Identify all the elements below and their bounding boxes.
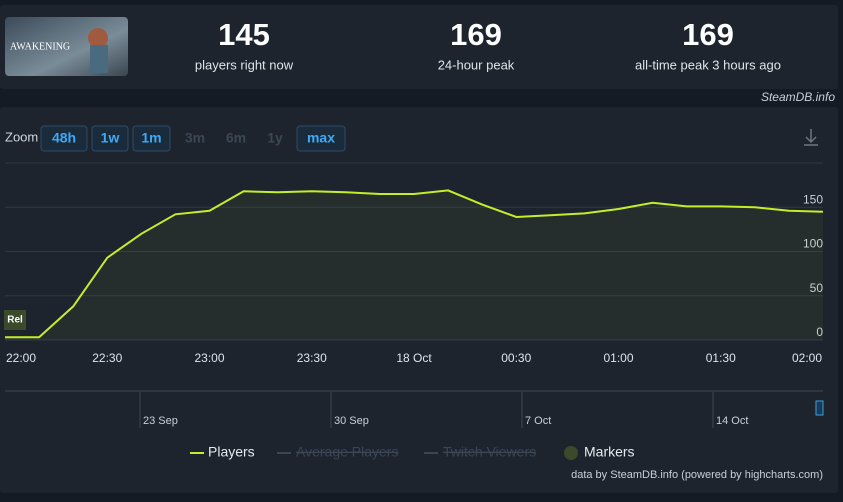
- y-tick-label: 150: [803, 192, 823, 206]
- navigator-label: 7 Oct: [525, 415, 551, 427]
- navigator-label: 30 Sep: [334, 415, 369, 427]
- marker-flag-label[interactable]: Rel: [7, 315, 23, 326]
- navigator-handle[interactable]: [815, 400, 824, 416]
- zoom-button-label: 1y: [267, 130, 283, 146]
- stat-value: 145: [218, 17, 270, 52]
- x-tick-label: 01:30: [706, 351, 736, 365]
- y-tick-label: 50: [810, 281, 824, 295]
- x-tick-label: 23:30: [297, 351, 327, 365]
- chart-panel: [0, 107, 838, 493]
- legend-swatch[interactable]: [564, 446, 578, 460]
- credits[interactable]: data by SteamDB.info (powered by highcha…: [571, 469, 823, 481]
- x-tick-label: 18 Oct: [396, 351, 432, 365]
- zoom-button-label: 6m: [226, 130, 246, 146]
- zoom-button[interactable]: [296, 125, 346, 152]
- stat-label: players right now: [195, 57, 294, 72]
- zoom-button-label[interactable]: 48h: [52, 130, 76, 146]
- marker-flag[interactable]: [4, 310, 26, 330]
- legend-label[interactable]: Twitch Viewers: [443, 444, 536, 460]
- x-tick-label: 23:00: [194, 351, 224, 365]
- series-area: [5, 190, 823, 340]
- x-tick-label: 22:00: [6, 351, 36, 365]
- image-figure: [90, 45, 108, 73]
- zoom-label: Zoom: [5, 129, 38, 144]
- y-tick-label: 0: [816, 325, 823, 339]
- stat-label: all-time peak 3 hours ago: [635, 57, 781, 72]
- x-tick-label: 01:00: [603, 351, 633, 365]
- zoom-button-label[interactable]: 1m: [141, 130, 161, 146]
- zoom-button-label[interactable]: 1w: [101, 130, 120, 146]
- stat-value: 169: [682, 17, 734, 52]
- y-tick-label: 100: [803, 237, 823, 251]
- zoom-button[interactable]: [40, 125, 88, 152]
- zoom-button[interactable]: [132, 125, 171, 152]
- image-title: AWAKENING: [10, 41, 70, 52]
- x-tick-label: 22:30: [92, 351, 122, 365]
- legend-label[interactable]: Average Players: [296, 444, 398, 460]
- download-icon[interactable]: [804, 129, 818, 146]
- legend-label[interactable]: Players: [208, 444, 255, 460]
- legend-label[interactable]: Markers: [584, 444, 635, 460]
- stats-panel: [0, 5, 838, 89]
- x-tick-label: 00:30: [501, 351, 531, 365]
- zoom-button-label[interactable]: max: [307, 130, 335, 146]
- zoom-button[interactable]: [91, 125, 129, 152]
- zoom-button-label: 3m: [185, 130, 205, 146]
- navigator-label: 23 Sep: [143, 415, 178, 427]
- brand: SteamDB.info: [761, 90, 835, 104]
- navigator-label: 14 Oct: [716, 415, 748, 427]
- image-figure: [88, 28, 108, 48]
- stat-value: 169: [450, 17, 502, 52]
- series-line: [5, 189, 824, 339]
- stat-label: 24-hour peak: [438, 57, 515, 72]
- x-tick-label: 02:00: [792, 351, 822, 365]
